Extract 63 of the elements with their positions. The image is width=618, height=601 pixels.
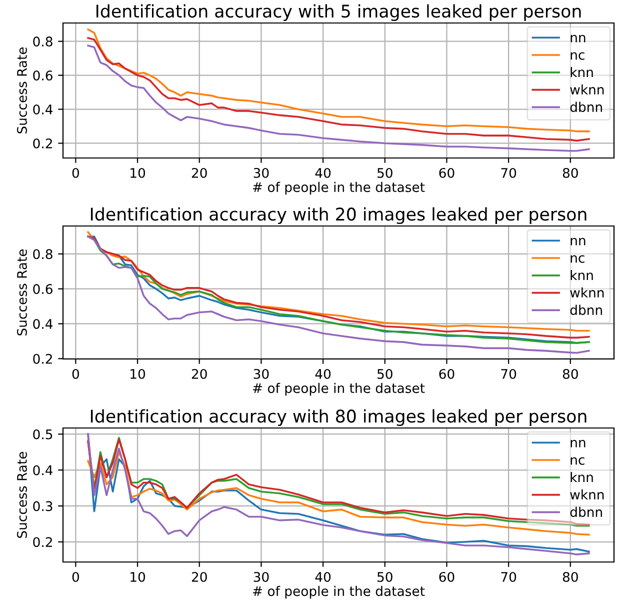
x-tick-label: 80 [562,168,578,178]
legend-label: dbnn [570,102,602,112]
y-axis-title: Success Rate [16,249,27,336]
legend-label: nc [570,255,584,263]
x-tick-label: 20 [192,168,207,178]
x-tick-label: 60 [439,368,454,379]
chart-title: Identification accuracy with 20 images leaked per person [90,207,586,224]
y-tick-label: 0.2 [33,354,52,364]
y-tick-label: 0.4 [33,465,53,476]
x-tick-label: 30 [254,168,269,178]
x-tick-label: 70 [501,168,516,178]
x-tick-label: 40 [315,368,331,379]
legend-label: knn [570,472,593,482]
x-tick-label: 40 [315,572,331,582]
y-tick-label: 0.3 [33,501,52,512]
y-tick-label: 0.4 [33,104,53,114]
y-tick-label: 0.4 [33,318,53,329]
legend-label: knn [570,270,593,280]
chart-title: Identification accuracy with 80 images leaked per person [90,409,586,426]
y-tick-label: 0.6 [33,70,52,80]
chart-title: Identification accuracy with 5 images leaked per person [96,4,581,22]
x-tick-label: 60 [439,168,454,178]
x-tick-label: 50 [378,572,392,582]
x-tick-label: 60 [439,572,454,582]
x-tick-label: 30 [254,368,269,379]
x-tick-label: 50 [378,368,392,379]
legend-label: knn [570,67,593,78]
y-tick-label: 0.5 [33,429,52,440]
y-tick-label: 0.6 [33,284,52,294]
x-tick-label: 0 [72,168,79,178]
legend-label: nn [570,238,586,246]
y-axis-title: Success Rate [16,452,27,538]
x-tick-label: 80 [562,572,578,582]
y-tick-label: 0.8 [33,36,52,47]
legend-label: nn [570,34,586,42]
y-axis-title: Success Rate [16,47,27,134]
x-axis-title: # of people in the dataset [253,586,425,599]
x-tick-label: 70 [501,368,516,379]
legend-label: dbnn [570,304,602,315]
legend-label: wknn [570,489,604,500]
legend-label: nc [570,457,584,465]
x-axis-title: # of people in the dataset [253,182,425,195]
legend-label: nn [570,440,586,448]
x-tick-label: 30 [254,572,269,582]
x-tick-label: 0 [72,368,79,379]
x-tick-label: 10 [130,168,146,178]
x-tick-label: 0 [72,572,79,582]
y-tick-label: 0.8 [33,249,52,260]
y-tick-label: 0.2 [33,138,52,148]
legend-label: wknn [570,287,604,298]
x-tick-label: 50 [378,168,392,178]
x-tick-label: 20 [192,572,207,582]
y-tick-label: 0.2 [33,537,52,548]
legend-label: wknn [570,84,604,94]
x-tick-label: 10 [130,368,146,379]
legend-label: nc [570,52,584,60]
legend-label: dbnn [570,506,602,517]
x-tick-label: 70 [501,572,516,582]
x-tick-label: 80 [562,368,578,379]
x-tick-label: 10 [130,572,146,582]
x-axis-title: # of people in the dataset [253,382,425,396]
x-tick-label: 40 [315,168,331,178]
x-tick-label: 20 [192,368,207,379]
